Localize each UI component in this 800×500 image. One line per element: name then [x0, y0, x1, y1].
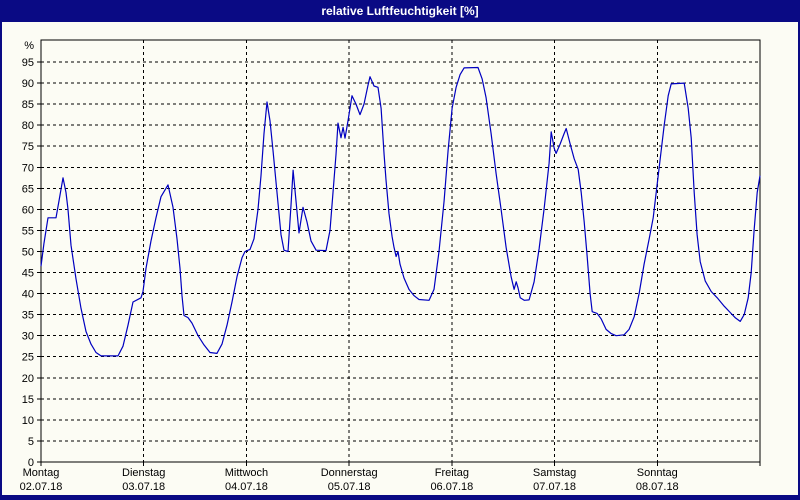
plot-border — [40, 39, 761, 463]
window-title-bar: relative Luftfeuchtigkeit [%] — [0, 0, 800, 22]
y-axis-label: 0 — [28, 457, 34, 469]
x-axis-date-label: 02.07.18 — [20, 481, 63, 493]
humidity-line — [40, 66, 761, 357]
y-axis-label: 35 — [22, 310, 34, 322]
y-axis-label: 15 — [22, 394, 34, 406]
y-axis-label: 80 — [22, 120, 34, 132]
x-axis-day-label: Montag — [23, 467, 60, 479]
window-title: relative Luftfeuchtigkeit [%] — [321, 4, 479, 18]
x-axis-day-label: Samstag — [533, 467, 576, 479]
y-axis-label: 55 — [22, 225, 34, 237]
y-axis-label: 95 — [22, 57, 34, 69]
x-axis-day-label: Freitag — [435, 467, 469, 479]
y-axis-label: 90 — [22, 78, 34, 90]
y-axis-label: 25 — [22, 352, 34, 364]
y-axis-label: 30 — [22, 331, 34, 343]
y-axis-label: 65 — [22, 183, 34, 195]
y-axis-label: 75 — [22, 141, 34, 153]
x-axis-day-label: Mittwoch — [225, 467, 268, 479]
y-axis-label: 45 — [22, 268, 34, 280]
window-bottom-bar — [0, 495, 800, 500]
y-axis-label: 40 — [22, 289, 34, 301]
x-axis-day-label: Dienstag — [122, 467, 165, 479]
chart-area — [2, 22, 798, 495]
x-axis-date-label: 03.07.18 — [122, 481, 165, 493]
x-axis-date-label: 07.07.18 — [533, 481, 576, 493]
y-axis-unit-label: % — [24, 40, 34, 52]
y-axis-label: 70 — [22, 162, 34, 174]
y-axis-label: 10 — [22, 415, 34, 427]
y-axis-label: 85 — [22, 99, 34, 111]
x-axis-date-label: 04.07.18 — [225, 481, 268, 493]
y-axis-label: 60 — [22, 204, 34, 216]
x-axis-date-label: 06.07.18 — [430, 481, 473, 493]
y-axis-label: 5 — [28, 436, 34, 448]
y-axis-label: 50 — [22, 246, 34, 258]
x-axis-day-label: Donnerstag — [321, 467, 378, 479]
y-axis-label: 20 — [22, 373, 34, 385]
x-axis-day-label: Sonntag — [637, 467, 678, 479]
x-axis-date-label: 08.07.18 — [636, 481, 679, 493]
x-axis-date-label: 05.07.18 — [328, 481, 371, 493]
